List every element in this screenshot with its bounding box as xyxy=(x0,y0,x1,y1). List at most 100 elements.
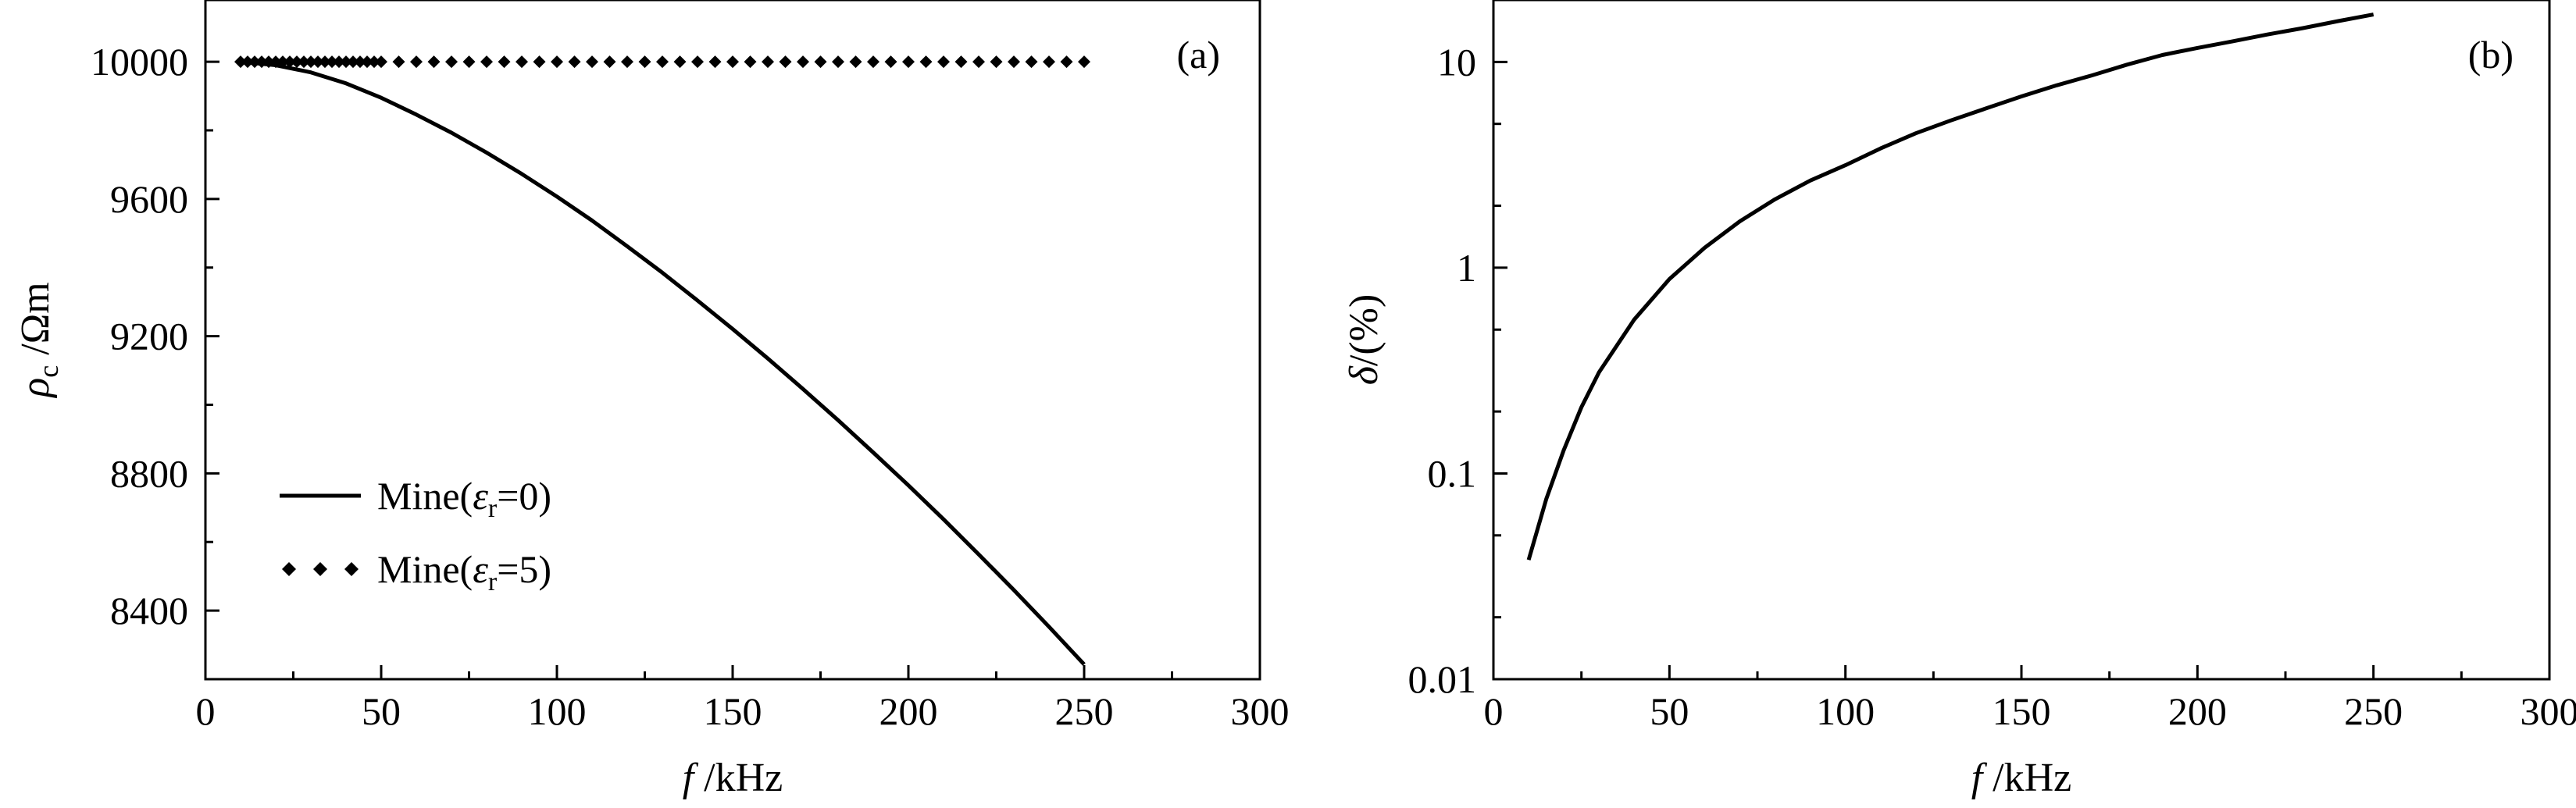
x-tick-label: 0 xyxy=(1484,689,1504,733)
x-tick-label: 50 xyxy=(362,689,401,733)
series-marker-1 xyxy=(832,55,844,69)
series-line-b-0 xyxy=(1526,12,2374,561)
series-marker-1 xyxy=(410,55,423,69)
series-marker-1 xyxy=(234,55,247,69)
series-marker-1 xyxy=(354,55,366,69)
plot-frame-a xyxy=(204,0,1261,681)
x-axis-label-a: f /kHz xyxy=(683,756,783,800)
legend-marker xyxy=(282,562,296,576)
x-tick-label: 200 xyxy=(879,689,938,733)
series-marker-1 xyxy=(884,55,897,69)
y-tick-label: 9200 xyxy=(110,315,188,358)
series-marker-1 xyxy=(462,55,476,69)
series-marker-1 xyxy=(673,55,687,69)
x-tick-label: 300 xyxy=(1231,689,1290,733)
series-marker-1 xyxy=(621,55,633,69)
x-ticks-b: 0 50 100 150 200 250 300 xyxy=(1484,665,2576,733)
series-marker-1 xyxy=(902,55,915,69)
x-tick-label: 250 xyxy=(2344,689,2403,733)
x-axis-label-b: f /kHz xyxy=(1971,756,2072,800)
series-marker-1 xyxy=(269,55,282,69)
series-marker-1 xyxy=(326,55,338,69)
series-marker-1 xyxy=(375,55,387,69)
series-marker-1 xyxy=(305,55,317,69)
series-marker-1 xyxy=(1078,55,1090,69)
legend-entry-solid: Mine(εr=0) xyxy=(377,474,551,523)
x-tick-label: 300 xyxy=(2521,689,2576,733)
series-marker-1 xyxy=(291,55,303,69)
legend-marker xyxy=(313,562,327,576)
series-marker-1 xyxy=(427,55,441,69)
series-marker-1 xyxy=(814,55,827,69)
series-marker-1 xyxy=(361,55,373,69)
y-tick-label: 1 xyxy=(1457,246,1476,290)
series-b xyxy=(1526,12,2374,561)
series-marker-1 xyxy=(392,55,405,69)
series-marker-1 xyxy=(312,55,324,69)
series-marker-1 xyxy=(744,55,757,69)
chart-panel-b: 0 50 100 150 200 250 300 0.01 0.1 1 10 (b) f /kHz… xyxy=(1342,0,2576,800)
x-tick-label: 150 xyxy=(704,689,762,733)
y-tick-label: 10 xyxy=(1437,40,1476,84)
series-marker-1 xyxy=(849,55,862,69)
y-tick-label: 0.1 xyxy=(1428,451,1477,495)
series-marker-1 xyxy=(954,55,968,69)
series-marker-1 xyxy=(333,55,345,69)
y-tick-label: 10000 xyxy=(91,40,188,84)
series-marker-1 xyxy=(972,55,985,69)
series-marker-1 xyxy=(937,55,950,69)
series-marker-1 xyxy=(1008,55,1020,69)
y-tick-label: 0.01 xyxy=(1408,657,1477,701)
x-tick-label: 50 xyxy=(1650,689,1689,733)
series-marker-1 xyxy=(241,55,254,69)
series-marker-1 xyxy=(255,55,268,69)
x-tick-label: 150 xyxy=(1993,689,2051,733)
series-marker-1 xyxy=(298,55,310,69)
series-marker-1 xyxy=(347,55,359,69)
y-ticks-b: 0.01 0.1 1 10 xyxy=(1408,0,1507,701)
series-marker-1 xyxy=(726,55,739,69)
y-tick-label: 8800 xyxy=(110,451,188,495)
x-tick-label: 100 xyxy=(1816,689,1875,733)
series-marker-1 xyxy=(919,55,933,69)
legend-entry-markers: Mine(εr=5) xyxy=(377,547,551,596)
series-marker-1 xyxy=(368,55,380,69)
chart-panel-a: 0 50 100 150 200 250 300 8400 8800 9200 9600 10000… xyxy=(13,0,1290,800)
plot-frame-b xyxy=(1492,0,2551,681)
series-marker-1 xyxy=(656,55,669,69)
y-ticks-a: 8400 8800 9200 9600 10000 xyxy=(91,40,219,632)
series-marker-1 xyxy=(1025,55,1038,69)
x-tick-label: 200 xyxy=(2168,689,2227,733)
series-marker-1 xyxy=(779,55,792,69)
x-ticks-a: 0 50 100 150 200 250 300 xyxy=(196,665,1290,733)
y-tick-label: 8400 xyxy=(110,589,188,632)
series-marker-1 xyxy=(248,55,261,69)
panel-label-b: (b) xyxy=(2468,33,2514,77)
series-marker-1 xyxy=(568,55,581,69)
series-marker-1 xyxy=(586,55,598,69)
series-marker-1 xyxy=(284,55,296,69)
series-marker-1 xyxy=(990,55,1003,69)
series-line-0 xyxy=(240,59,1086,666)
series-marker-1 xyxy=(603,55,616,69)
series-marker-1 xyxy=(638,55,651,69)
series-marker-1 xyxy=(498,55,511,69)
series-marker-1 xyxy=(551,55,563,69)
x-tick-label: 0 xyxy=(196,689,216,733)
series-marker-1 xyxy=(1060,55,1073,69)
series-marker-1 xyxy=(533,55,546,69)
series-marker-1 xyxy=(445,55,458,69)
series-marker-1 xyxy=(691,55,704,69)
series-marker-1 xyxy=(1043,55,1055,69)
series-marker-1 xyxy=(277,55,289,69)
series-marker-1 xyxy=(867,55,879,69)
legend-a: Mine(εr=0) Mine(εr=5) xyxy=(280,474,551,596)
series-marker-1 xyxy=(516,55,528,69)
series-marker-1 xyxy=(262,55,275,69)
series-marker-1 xyxy=(762,55,774,69)
series-marker-1 xyxy=(340,55,352,69)
series-marker-1 xyxy=(480,55,493,69)
series-a xyxy=(234,55,1090,666)
panel-label-a: (a) xyxy=(1177,33,1221,77)
